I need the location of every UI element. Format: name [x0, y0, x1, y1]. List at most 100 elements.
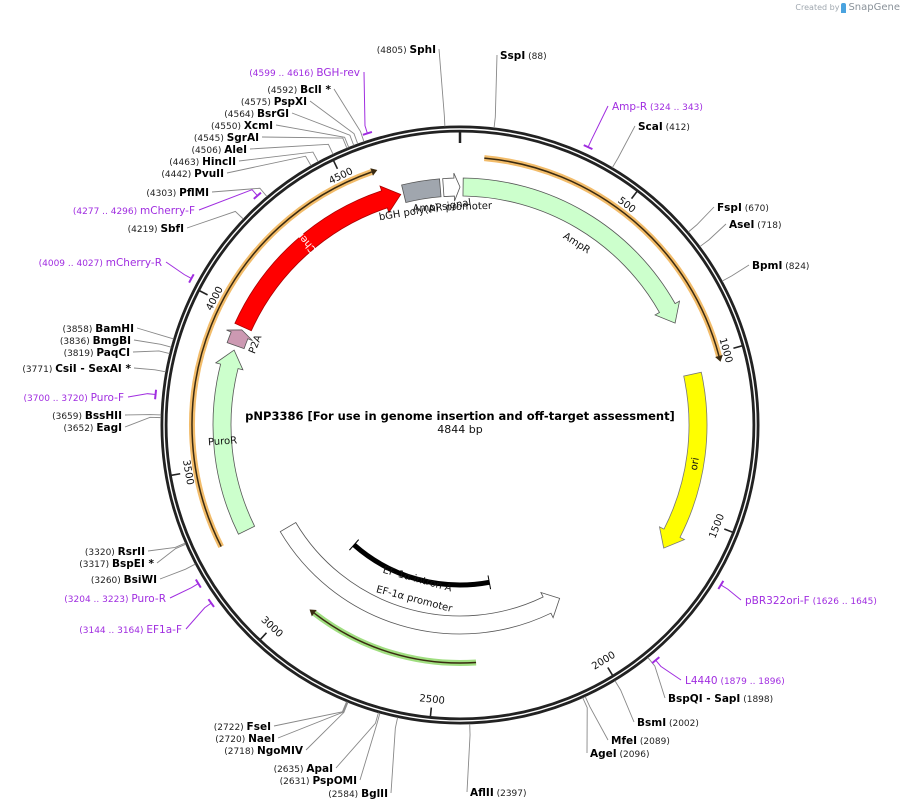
enzyme-site-asei[interactable]: AseI (718) [699, 219, 782, 247]
primer-binding-mark [717, 580, 725, 590]
enzyme-site-sbfi[interactable]: (4219) SbfI [128, 210, 244, 235]
enzyme-site-apai[interactable]: (2635) ApaI [274, 712, 379, 775]
feature-puror[interactable] [212, 349, 256, 535]
enzyme-label: (4564) BsrGI [224, 108, 289, 120]
tick-label: 1500 [708, 512, 728, 540]
enzyme-label: FspI (670) [717, 202, 769, 214]
enzyme-label: (3652) EagI [64, 422, 122, 434]
primer-mcherry-f[interactable]: (4277 .. 4296) mCherry-F [73, 189, 262, 217]
enzyme-site-alei[interactable]: (4506) AleI [191, 143, 334, 156]
primer-puro-r[interactable]: (3204 .. 3223) Puro-R [64, 578, 202, 605]
primer-bgh-rev[interactable]: (4599 .. 4616) BGH-rev [249, 67, 373, 136]
enzyme-leader-line [614, 680, 635, 723]
orf-arrowhead-icon [370, 168, 378, 176]
primer-leader-line [198, 189, 258, 211]
snapgene-credit: Created by SnapGene [795, 2, 900, 13]
enzyme-site-sgrai[interactable]: (4545) SgrAI [194, 132, 348, 149]
enzyme-site-scai[interactable]: ScaI (412) [611, 121, 690, 168]
enzyme-site-fspi[interactable]: FspI (670) [688, 202, 769, 233]
feature-ori[interactable] [658, 371, 708, 549]
primer-pbr322ori-f[interactable]: pBR322ori-F (1626 .. 1645) [717, 580, 877, 607]
intron-end-cap [487, 575, 492, 590]
feature-ef-1-intron-a[interactable] [352, 543, 490, 588]
primer-binding-mark [207, 598, 215, 608]
enzyme-site-naei[interactable]: (2720) NaeI [215, 701, 348, 745]
enzyme-site-hincii[interactable]: (4463) HincII [169, 151, 319, 168]
enzyme-leader-line [136, 327, 174, 340]
enzyme-leader-line [493, 54, 498, 128]
enzyme-label: (3260) BsiWI [91, 574, 157, 586]
primer-label: (4277 .. 4296) mCherry-F [73, 205, 195, 217]
tick-label: 2500 [419, 693, 445, 707]
enzyme-site-xcmi[interactable]: (4550) XcmI [211, 120, 350, 148]
enzyme-site-bsmi[interactable]: BsmI (2002) [614, 680, 699, 729]
enzyme-site-aflii[interactable]: AflII (2397) [466, 723, 527, 799]
orf-arc[interactable] [313, 612, 477, 664]
enzyme-site-pspomi[interactable]: (2631) PspOMI [280, 712, 381, 787]
enzyme-site-eagi[interactable]: (3652) EagI [64, 416, 162, 434]
primer-l4440[interactable]: L4440 (1879 .. 1896) [651, 656, 785, 687]
enzyme-label: (2635) ApaI [274, 763, 333, 775]
enzyme-site-ngomiv[interactable]: (2718) NgoMIV [224, 702, 349, 757]
enzyme-site-csii-sexai[interactable]: (3771) CsiI - SexAI * [22, 363, 166, 375]
feature-p2a[interactable] [226, 329, 253, 350]
plasmid-backbone[interactable] [160, 125, 760, 725]
enzyme-site-pvuii[interactable]: (4442) PvuII [161, 155, 312, 180]
tick-mark [733, 345, 743, 350]
enzyme-site-bspqi-sapi[interactable]: BspQI - SapI (1898) [647, 657, 773, 705]
enzyme-site-bsshii[interactable]: (3659) BssHII [52, 410, 162, 422]
feature-ampr-promoter[interactable] [442, 172, 461, 202]
enzyme-leader-line [309, 100, 359, 145]
feature-label-p2a: P2A [247, 333, 264, 355]
primer-mcherry-r[interactable]: (4009 .. 4027) mCherry-R [39, 257, 195, 284]
tick-mark [630, 191, 638, 200]
primer-label: Amp-R (324 .. 343) [612, 101, 703, 113]
feature-bgh-poly-a-signal[interactable] [401, 178, 442, 203]
enzyme-site-paqci[interactable]: (3819) PaqCI [64, 347, 170, 359]
enzyme-site-mfei[interactable]: MfeI (2089) [584, 696, 670, 747]
enzyme-label: (4592) BclI * [267, 84, 331, 96]
enzyme-leader-line [133, 367, 166, 373]
tick-label: 3500 [180, 459, 195, 486]
primer-layer: Amp-R (324 .. 343) pBR322ori-F (1626 .. 1… [24, 67, 877, 687]
primer-leader-line [655, 659, 682, 681]
enzyme-site-bcli[interactable]: (4592) BclI * [267, 84, 365, 142]
enzyme-site-bpmi[interactable]: BpmI (824) [721, 260, 809, 282]
enzyme-leader-line [291, 112, 355, 146]
feature-ef-1-promoter[interactable] [279, 521, 561, 635]
enzyme-site-agei[interactable]: AgeI (2096) [582, 697, 650, 760]
enzyme-leader-line [611, 125, 636, 168]
enzyme-site-rsrii[interactable]: (3320) RsrII [85, 542, 186, 558]
feature-mcherry[interactable] [234, 185, 402, 332]
enzyme-site-pflmi[interactable]: (4303) PflMI [146, 187, 268, 199]
enzyme-label: (3317) BspEI * [79, 558, 154, 570]
feature-ampr[interactable] [462, 177, 681, 324]
enzyme-site-sphi[interactable]: (4805) SphI [377, 44, 446, 127]
enzyme-label: (4550) XcmI [211, 120, 273, 132]
enzyme-leader-line [335, 712, 379, 769]
primer-label: (4009 .. 4027) mCherry-R [39, 257, 162, 269]
enzyme-site-bsiwi[interactable]: (3260) BsiWI [91, 563, 196, 586]
enzyme-site-fsei[interactable]: (2722) FseI [214, 701, 347, 733]
enzyme-site-bspei[interactable]: (3317) BspEI * [79, 543, 186, 570]
enzyme-site-sspi[interactable]: SspI (88) [493, 50, 547, 128]
enzyme-leader-line [273, 701, 347, 727]
orf-arc[interactable] [484, 157, 720, 357]
enzyme-site-bsrgi[interactable]: (4564) BsrGI [224, 108, 355, 146]
enzyme-site-bamhi[interactable]: (3858) BamHI [62, 323, 174, 340]
enzyme-site-bmgbi[interactable]: (3836) BmgBI [60, 335, 172, 348]
enzyme-label: (4506) AleI [191, 144, 247, 156]
enzyme-leader-line [466, 723, 471, 793]
orf-arrowhead-icon [715, 354, 723, 362]
primer-ef1a-f[interactable]: (3144 .. 3164) EF1a-F [79, 598, 215, 636]
enzyme-leader-line [647, 657, 666, 699]
enzyme-label: SspI (88) [500, 50, 547, 62]
enzyme-label: AflII (2397) [470, 787, 527, 799]
orf-arc[interactable] [191, 171, 372, 547]
enzyme-label: (3659) BssHII [52, 410, 122, 422]
primer-amp-r[interactable]: Amp-R (324 .. 343) [583, 101, 703, 151]
enzyme-label: AgeI (2096) [590, 748, 649, 760]
enzyme-site-pspxi[interactable]: (4575) PspXI [241, 96, 359, 145]
primer-puro-f[interactable]: (3700 .. 3720) Puro-F [24, 389, 158, 404]
enzyme-site-bglii[interactable]: (2584) BglII [328, 717, 399, 800]
